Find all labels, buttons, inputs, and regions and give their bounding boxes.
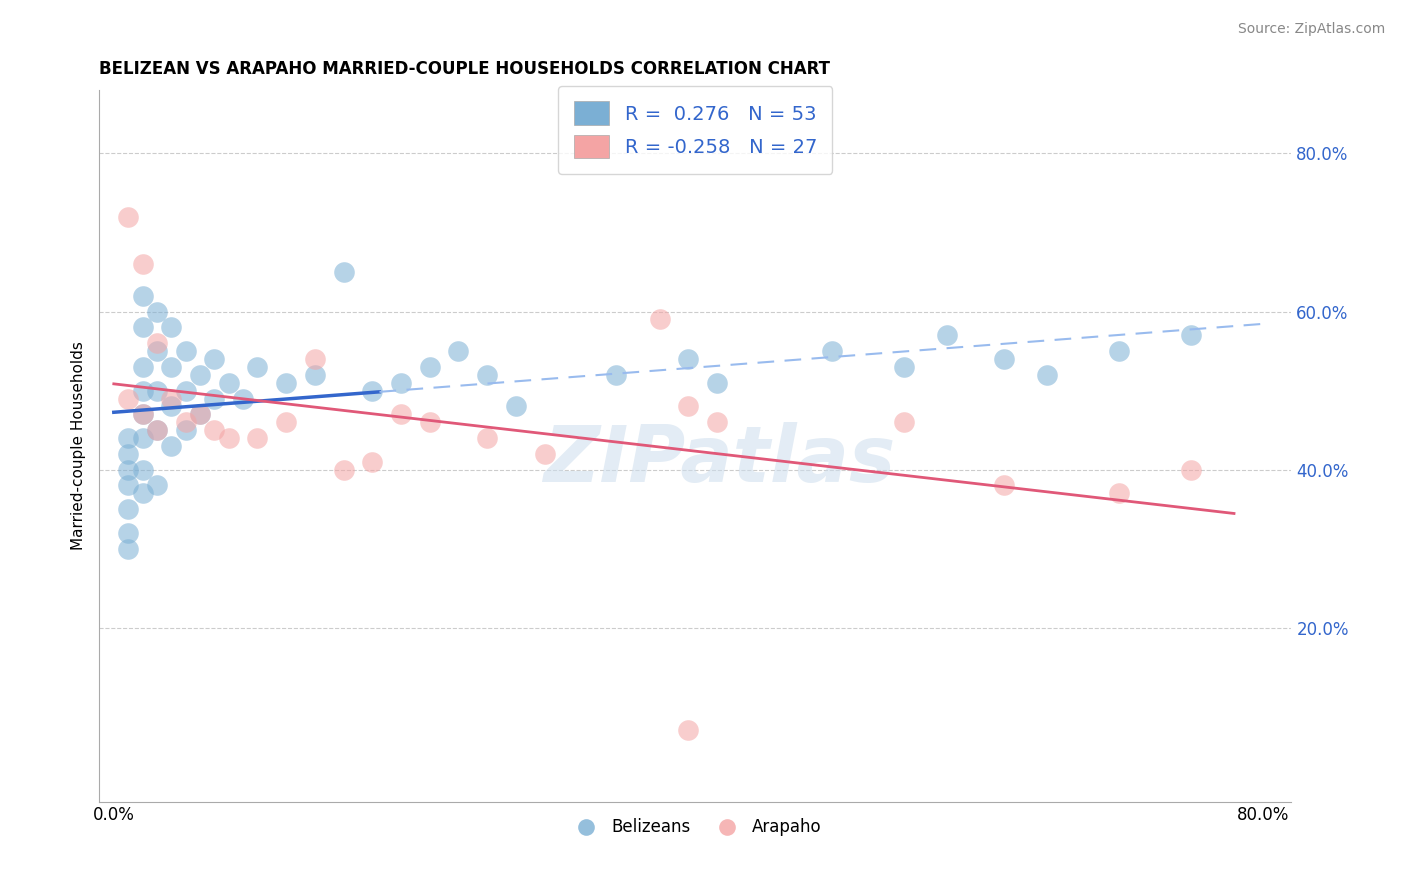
Point bbox=[188, 407, 211, 421]
Point bbox=[174, 344, 197, 359]
Point bbox=[419, 359, 441, 374]
Point bbox=[131, 359, 153, 374]
Point bbox=[131, 431, 153, 445]
Point bbox=[174, 415, 197, 429]
Text: BELIZEAN VS ARAPAHO MARRIED-COUPLE HOUSEHOLDS CORRELATION CHART: BELIZEAN VS ARAPAHO MARRIED-COUPLE HOUSE… bbox=[100, 60, 831, 78]
Point bbox=[146, 423, 169, 437]
Point bbox=[304, 368, 326, 382]
Point bbox=[146, 423, 169, 437]
Point bbox=[447, 344, 470, 359]
Point bbox=[117, 447, 139, 461]
Point bbox=[993, 478, 1015, 492]
Point bbox=[605, 368, 627, 382]
Point bbox=[361, 455, 384, 469]
Point bbox=[993, 351, 1015, 366]
Point bbox=[246, 431, 269, 445]
Point bbox=[131, 486, 153, 500]
Point bbox=[131, 407, 153, 421]
Point bbox=[1036, 368, 1059, 382]
Point bbox=[477, 368, 499, 382]
Point bbox=[389, 376, 412, 390]
Point bbox=[131, 407, 153, 421]
Point bbox=[160, 392, 183, 406]
Point bbox=[117, 431, 139, 445]
Point bbox=[146, 478, 169, 492]
Point bbox=[246, 359, 269, 374]
Point bbox=[188, 368, 211, 382]
Y-axis label: Married-couple Households: Married-couple Households bbox=[72, 342, 86, 550]
Point bbox=[131, 462, 153, 476]
Point bbox=[117, 525, 139, 540]
Point bbox=[160, 359, 183, 374]
Point bbox=[117, 392, 139, 406]
Text: ZIPatlas: ZIPatlas bbox=[543, 422, 896, 498]
Point bbox=[117, 210, 139, 224]
Point bbox=[1108, 486, 1130, 500]
Point bbox=[505, 400, 527, 414]
Point bbox=[131, 320, 153, 334]
Point bbox=[232, 392, 254, 406]
Point bbox=[131, 289, 153, 303]
Point bbox=[276, 376, 298, 390]
Point bbox=[893, 359, 915, 374]
Point bbox=[202, 351, 225, 366]
Point bbox=[174, 423, 197, 437]
Point bbox=[389, 407, 412, 421]
Point bbox=[160, 400, 183, 414]
Point bbox=[146, 384, 169, 398]
Point bbox=[304, 351, 326, 366]
Point bbox=[174, 384, 197, 398]
Point bbox=[648, 312, 671, 326]
Point bbox=[332, 265, 354, 279]
Point bbox=[218, 431, 240, 445]
Point bbox=[202, 392, 225, 406]
Point bbox=[678, 400, 700, 414]
Point bbox=[117, 478, 139, 492]
Point bbox=[131, 384, 153, 398]
Point bbox=[706, 376, 728, 390]
Point bbox=[533, 447, 555, 461]
Point bbox=[117, 541, 139, 556]
Point bbox=[1180, 462, 1202, 476]
Point bbox=[821, 344, 844, 359]
Point bbox=[419, 415, 441, 429]
Point bbox=[188, 407, 211, 421]
Point bbox=[1180, 328, 1202, 343]
Point bbox=[202, 423, 225, 437]
Point bbox=[160, 320, 183, 334]
Point bbox=[131, 257, 153, 271]
Point bbox=[935, 328, 957, 343]
Legend: Belizeans, Arapaho: Belizeans, Arapaho bbox=[562, 812, 828, 843]
Point bbox=[160, 439, 183, 453]
Point bbox=[706, 415, 728, 429]
Text: Source: ZipAtlas.com: Source: ZipAtlas.com bbox=[1237, 22, 1385, 37]
Point bbox=[477, 431, 499, 445]
Point bbox=[893, 415, 915, 429]
Point bbox=[361, 384, 384, 398]
Point bbox=[678, 351, 700, 366]
Point bbox=[678, 723, 700, 738]
Point bbox=[117, 502, 139, 516]
Point bbox=[332, 462, 354, 476]
Point bbox=[218, 376, 240, 390]
Point bbox=[146, 344, 169, 359]
Point bbox=[146, 304, 169, 318]
Point bbox=[146, 336, 169, 351]
Point bbox=[276, 415, 298, 429]
Point bbox=[117, 462, 139, 476]
Point bbox=[1108, 344, 1130, 359]
